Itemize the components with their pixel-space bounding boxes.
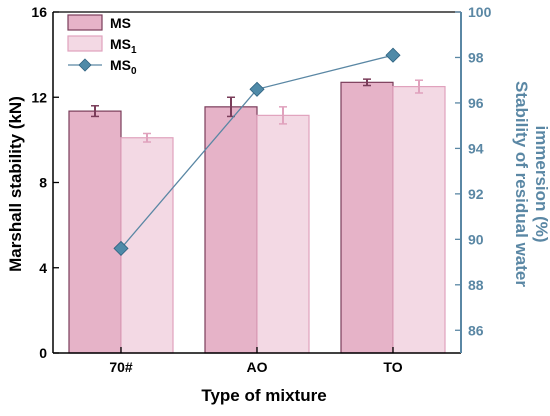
ticks-layer: 0 4 8 12 16 86 88 90 92 94 96 98 100 70# AO TO [31,4,491,375]
legend-label-text: MS [110,15,131,31]
legend-label-2: MS0 [110,57,137,77]
right-tick-label: 90 [468,231,484,247]
bar-ms1-1 [256,114,310,354]
left-y-axis-title: Marshall stability (kN) [6,96,25,272]
line-series-layer [113,47,401,256]
bars-layer [68,81,446,354]
legend-label-subscript: 0 [131,66,137,77]
bar-ms-1 [204,106,258,354]
left-tick-label: 16 [31,4,47,20]
right-tick-label: 88 [468,277,484,293]
right-tick-label: 100 [468,4,492,20]
right-y-axis-title-line1: Stability of residual water [512,81,531,287]
marker-ms0-0 [113,240,129,256]
legend-marker-2 [78,58,92,72]
left-tick-label: 12 [31,89,47,105]
x-tick-label: 70# [109,359,133,375]
x-tick-label: TO [383,359,402,375]
left-tick-label: 0 [39,345,47,361]
error-bars-layer [91,78,423,143]
bar-ms1-0 [120,137,174,354]
bar-ms1-2 [392,85,446,354]
right-tick-label: 86 [468,322,484,338]
legend-swatch-1 [67,35,103,52]
legend-label-subscript: 1 [131,45,137,56]
left-tick-label: 8 [39,175,47,191]
legend-label-text: MS [110,57,131,73]
left-tick-label: 4 [39,260,47,276]
marker-ms0-1 [249,81,265,97]
right-tick-label: 94 [468,140,484,156]
legend-label-text: MS [110,36,131,52]
right-tick-label: 98 [468,49,484,65]
bar-ms-2 [340,81,394,354]
right-tick-label: 96 [468,95,484,111]
x-tick-label: AO [247,359,268,375]
marker-ms0-2 [385,47,401,63]
right-tick-label: 92 [468,186,484,202]
legend-label-1: MS1 [110,36,137,56]
x-axis-title: Type of mixture [201,386,326,405]
right-y-axis-title-line2: immersion (%) [532,125,550,242]
legend-label-0: MS [110,15,131,31]
bar-ms-0 [68,110,122,354]
legend-swatch-0 [67,14,103,31]
